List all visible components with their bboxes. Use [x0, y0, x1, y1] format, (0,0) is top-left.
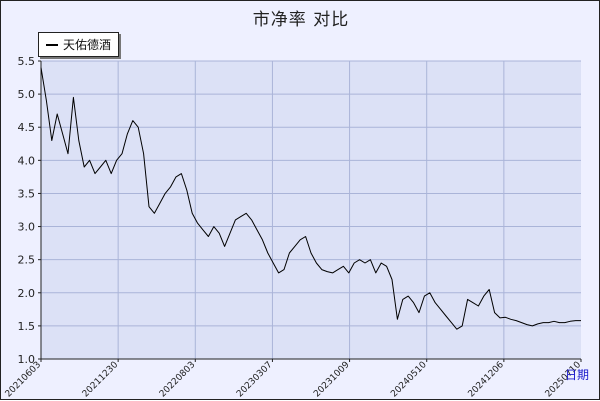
x-tick-label: 20211230 — [81, 360, 121, 400]
y-tick-label: 2.0 — [18, 287, 36, 300]
y-tick-label: 3.0 — [18, 221, 36, 234]
y-tick-label: 2.5 — [18, 254, 36, 267]
y-tick-label: 4.5 — [18, 121, 36, 134]
legend-label: 天佑德酒 — [63, 38, 112, 52]
x-tick-label: 20241206 — [467, 360, 507, 400]
chart-title: 市净率 对比 — [252, 10, 350, 30]
chart-legend: 天佑德酒 — [38, 32, 120, 57]
legend-line-icon — [46, 43, 58, 46]
y-tick-label: 1.5 — [18, 320, 36, 333]
x-tick-label: 20230307 — [235, 360, 274, 399]
y-tick-label: 3.5 — [18, 187, 36, 200]
x-tick-label: 20220803 — [158, 360, 197, 399]
x-tick-label: 20240510 — [389, 360, 429, 400]
y-tick-label: 5.5 — [18, 55, 36, 68]
x-tick-label: 20231009 — [312, 360, 352, 400]
y-tick-label: 1.0 — [18, 353, 36, 366]
plot-background — [41, 61, 581, 359]
y-tick-label: 5.0 — [18, 88, 36, 101]
x-axis-label: 日期 — [564, 368, 589, 382]
y-tick-label: 4.0 — [18, 154, 36, 167]
series-line-天佑德酒 — [40, 67, 581, 330]
